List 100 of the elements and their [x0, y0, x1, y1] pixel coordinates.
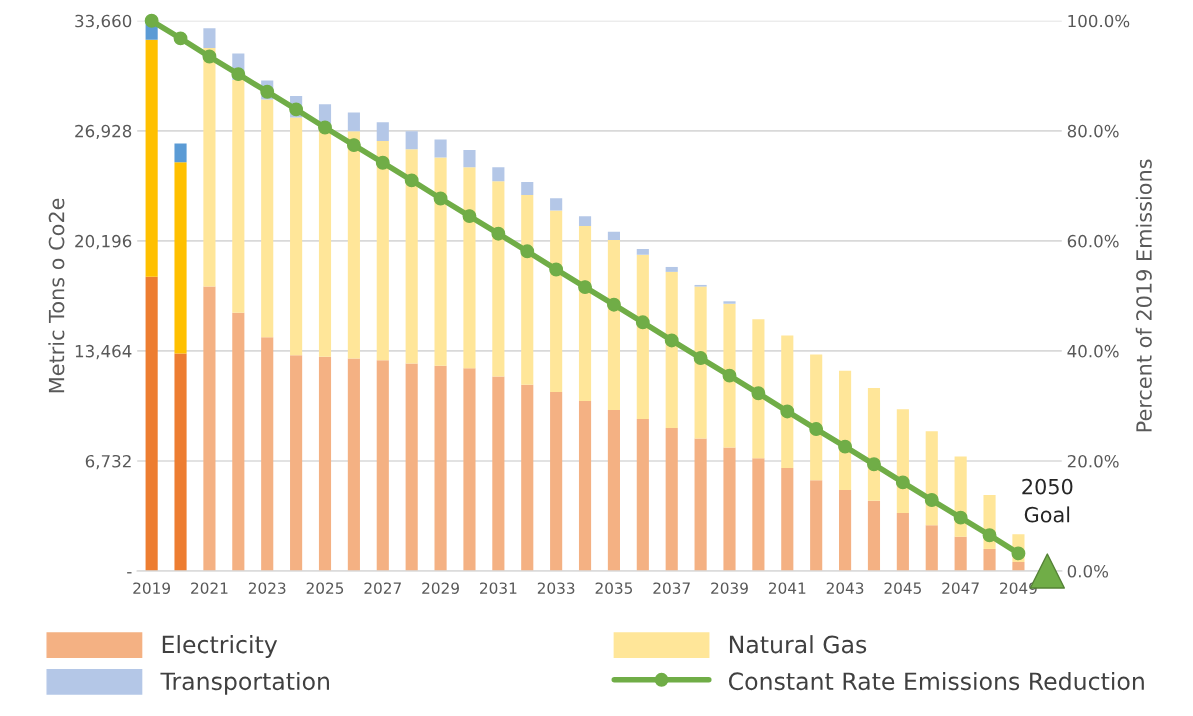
bar [318, 130, 332, 357]
x-tick-label: 2037 [653, 582, 690, 594]
bar [145, 276, 158, 572]
point [722, 368, 737, 383]
bar [607, 239, 620, 410]
bar [261, 99, 274, 338]
bar [492, 181, 505, 377]
x-tick-label: 2039 [711, 582, 748, 594]
x-tick-label: 2019 [133, 582, 171, 594]
bar [607, 231, 620, 240]
bar [521, 195, 534, 385]
y2-tick-label: 40.0% [1067, 344, 1119, 358]
y-tick-label: 6,732 [85, 454, 131, 470]
bar [665, 427, 678, 572]
bar [434, 139, 447, 158]
bar [636, 248, 649, 255]
bar [723, 447, 736, 572]
bar [550, 198, 563, 211]
bar [983, 548, 996, 572]
point [346, 138, 361, 153]
x-tick-label: 2035 [595, 582, 633, 594]
point [231, 67, 246, 82]
point [289, 102, 304, 117]
bar [781, 468, 794, 572]
point [693, 351, 708, 366]
bar [578, 216, 592, 227]
point [173, 31, 188, 46]
bar [405, 363, 418, 572]
bar [521, 384, 534, 572]
point [838, 439, 853, 454]
y2-tick-label: 100.0% [1068, 14, 1130, 28]
y-tick-label: 26,928 [75, 124, 132, 140]
point [578, 280, 592, 295]
bar [232, 79, 245, 313]
bar [463, 368, 476, 572]
bar [810, 480, 823, 572]
x-tick-label: 2033 [537, 582, 575, 594]
point [809, 422, 824, 436]
point [982, 528, 997, 543]
point [144, 13, 159, 28]
y2-tick-label: 0.0% [1067, 564, 1109, 578]
bar [752, 458, 765, 572]
annotation: 2050 Goal [1022, 478, 1073, 523]
point [953, 510, 968, 525]
bar [839, 490, 852, 572]
bar [492, 376, 505, 572]
bar [232, 312, 245, 572]
point [202, 49, 217, 64]
y-tick-label: 33,660 [75, 14, 132, 30]
point [491, 226, 506, 241]
x-tick-label: 2029 [422, 582, 459, 594]
bar [203, 47, 216, 287]
x-tick-label: 2043 [826, 582, 864, 594]
bar [174, 143, 187, 163]
bar [174, 353, 187, 572]
bar [896, 512, 909, 572]
bar [636, 418, 649, 572]
point [924, 493, 939, 507]
x-tick-label: 2021 [191, 582, 228, 594]
bar [261, 337, 274, 572]
bar [203, 28, 216, 48]
x-tick-label: 2047 [942, 582, 979, 594]
point [520, 244, 535, 259]
point [462, 209, 477, 224]
y-tick-label: 20,196 [75, 234, 132, 250]
bar [954, 536, 967, 572]
point [549, 262, 564, 277]
bar [463, 150, 476, 168]
point [404, 173, 419, 188]
bar [463, 167, 476, 369]
bar [203, 286, 216, 572]
point [895, 475, 910, 490]
bar [578, 401, 592, 572]
x-tick-label: 2031 [480, 582, 517, 594]
bar [867, 500, 881, 572]
bar [723, 303, 736, 448]
point [606, 297, 621, 312]
y-tick-label: 13,464 [75, 344, 132, 360]
bar [347, 112, 360, 132]
legend-label: Transportation [160, 671, 329, 695]
bar [636, 254, 649, 419]
bar [521, 181, 534, 196]
bar [925, 525, 938, 572]
bar [347, 131, 360, 359]
bar [318, 356, 332, 572]
bar [607, 409, 620, 572]
bar [290, 117, 303, 356]
point [751, 386, 766, 401]
bar [290, 355, 303, 572]
bar [781, 335, 794, 469]
bar [578, 226, 592, 401]
point [433, 191, 448, 206]
legend-label: Constant Rate Emissions Reduction [728, 671, 1144, 691]
y2-tick-label: 20.0% [1067, 454, 1119, 468]
x-tick-label: 2025 [306, 582, 344, 594]
bar [376, 360, 389, 572]
bar [752, 319, 765, 459]
bar [723, 301, 736, 304]
point [635, 315, 650, 330]
bar [376, 122, 389, 142]
